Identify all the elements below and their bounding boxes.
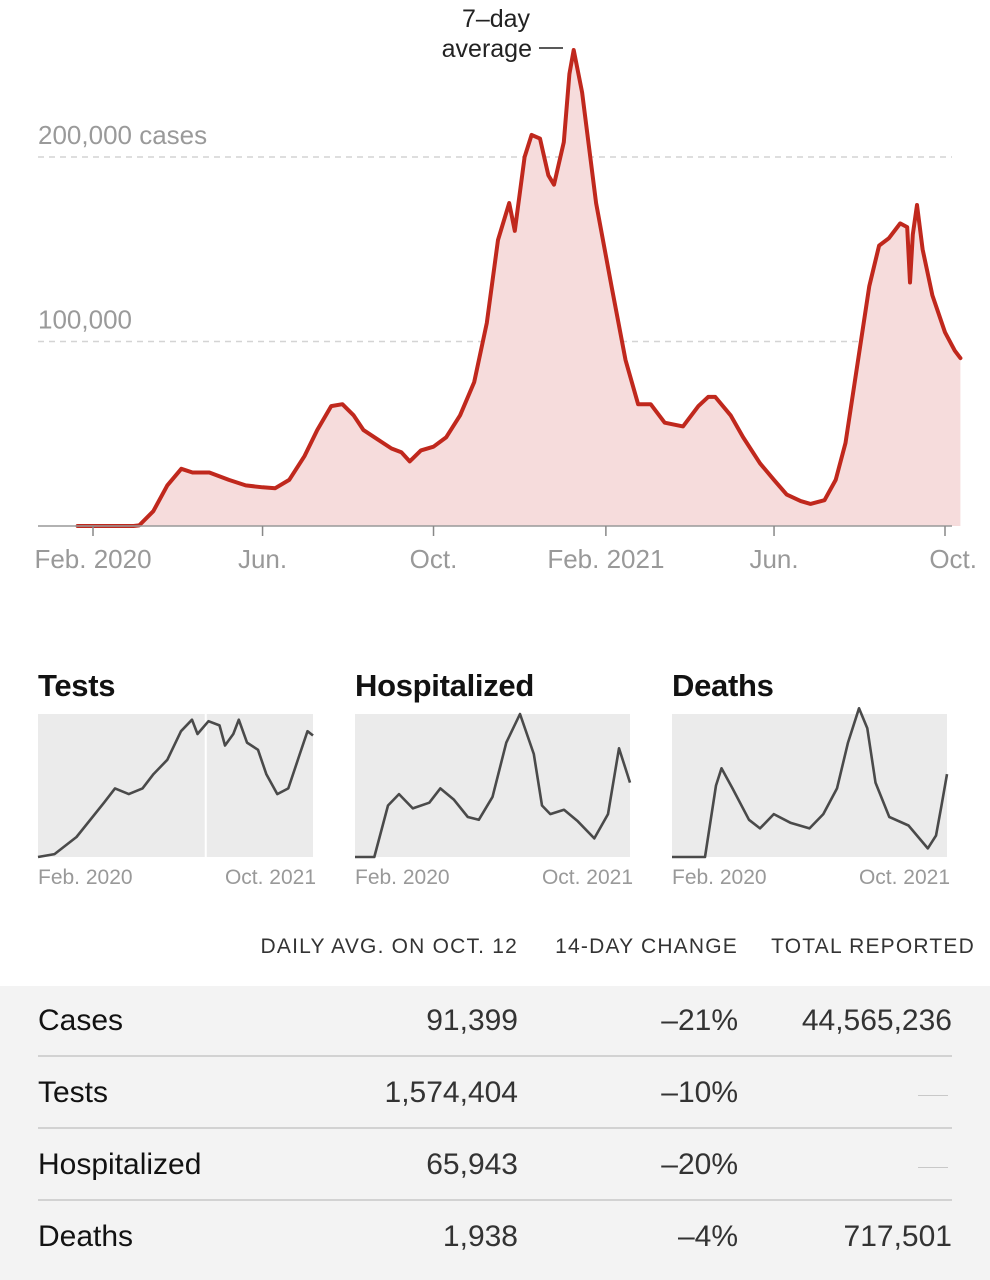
table-row-hospitalized: Hospitalized 65,943 –20% xyxy=(38,1130,952,1201)
x-tick-label: Oct. xyxy=(929,544,977,574)
mini-x-label-end: Oct. 2021 xyxy=(542,866,633,889)
annotation-line-2: average xyxy=(442,35,532,63)
row-14day-change: –10% xyxy=(661,1076,738,1109)
mini-chart-line xyxy=(355,712,632,859)
row-label: Cases xyxy=(38,1004,124,1037)
series-annotation: 7–day average xyxy=(442,5,563,63)
row-daily-avg: 65,943 xyxy=(426,1148,518,1181)
mini-x-label-end: Oct. 2021 xyxy=(859,866,950,889)
y-tick-label: 200,000 cases xyxy=(38,120,207,150)
x-tick-label: Feb. 2021 xyxy=(547,544,664,574)
stats-table: Cases 91,399 –21% 44,565,236 Tests 1,574… xyxy=(0,986,990,1280)
x-tick-label: Feb. 2020 xyxy=(34,544,151,574)
mini-x-label-start: Feb. 2020 xyxy=(672,866,767,889)
header-14day-change: 14-DAY CHANGE xyxy=(555,935,738,958)
row-14day-change: –21% xyxy=(661,1004,738,1037)
row-label: Deaths xyxy=(38,1220,134,1253)
mini-chart-background xyxy=(355,714,630,857)
header-daily-avg: DAILY AVG. ON OCT. 12 xyxy=(260,935,518,958)
table-row-deaths: Deaths 1,938 –4% 717,501 xyxy=(38,1202,952,1273)
row-daily-avg: 91,399 xyxy=(426,1004,518,1037)
row-14day-change: –20% xyxy=(661,1148,738,1181)
row-total: 44,565,236 xyxy=(801,1004,952,1037)
hospitalized-title: Hospitalized xyxy=(355,668,534,703)
cases-7day-line xyxy=(75,48,963,528)
mini-chart-line xyxy=(672,707,949,859)
tests-title: Tests xyxy=(38,668,116,703)
main-cases-chart: 100,000 200,000 cases Feb. 2020 Jun. Oct. Fe… xyxy=(34,5,977,574)
table-row-tests: Tests 1,574,404 –10% xyxy=(38,1058,952,1129)
no-data-dash xyxy=(918,1095,948,1096)
mini-chart-background xyxy=(672,714,947,857)
row-divider xyxy=(38,1199,952,1201)
mini-x-label-start: Feb. 2020 xyxy=(38,866,133,889)
row-divider xyxy=(38,1127,952,1129)
y-tick-label: 100,000 xyxy=(38,305,132,335)
hospitalized-mini-chart: Feb. 2020 Oct. 2021 xyxy=(355,712,633,889)
row-14day-change: –4% xyxy=(677,1220,738,1253)
cases-area-fill xyxy=(77,50,961,526)
mini-chart-background xyxy=(38,714,313,857)
row-daily-avg: 1,938 xyxy=(442,1220,518,1253)
x-tick-label: Oct. xyxy=(410,544,458,574)
row-label: Tests xyxy=(38,1076,109,1109)
mini-x-label-start: Feb. 2020 xyxy=(355,866,450,889)
mini-x-label-end: Oct. 2021 xyxy=(225,866,316,889)
annotation-line-1: 7–day xyxy=(462,5,531,33)
no-data-dash xyxy=(918,1167,948,1168)
tests-mini-chart: Feb. 2020 Oct. 2021 xyxy=(37,714,316,889)
header-total-reported: TOTAL REPORTED xyxy=(771,935,975,958)
row-label: Hospitalized xyxy=(38,1148,202,1181)
row-daily-avg: 1,574,404 xyxy=(384,1076,518,1109)
row-divider xyxy=(38,1055,952,1057)
x-tick-label: Jun. xyxy=(238,544,287,574)
mini-chart-line xyxy=(37,718,314,859)
x-tick-label: Jun. xyxy=(749,544,798,574)
deaths-title: Deaths xyxy=(672,668,774,703)
table-row-cases: Cases 91,399 –21% 44,565,236 xyxy=(38,986,952,1057)
row-total: 717,501 xyxy=(843,1220,952,1253)
deaths-mini-chart: Feb. 2020 Oct. 2021 xyxy=(672,707,950,889)
